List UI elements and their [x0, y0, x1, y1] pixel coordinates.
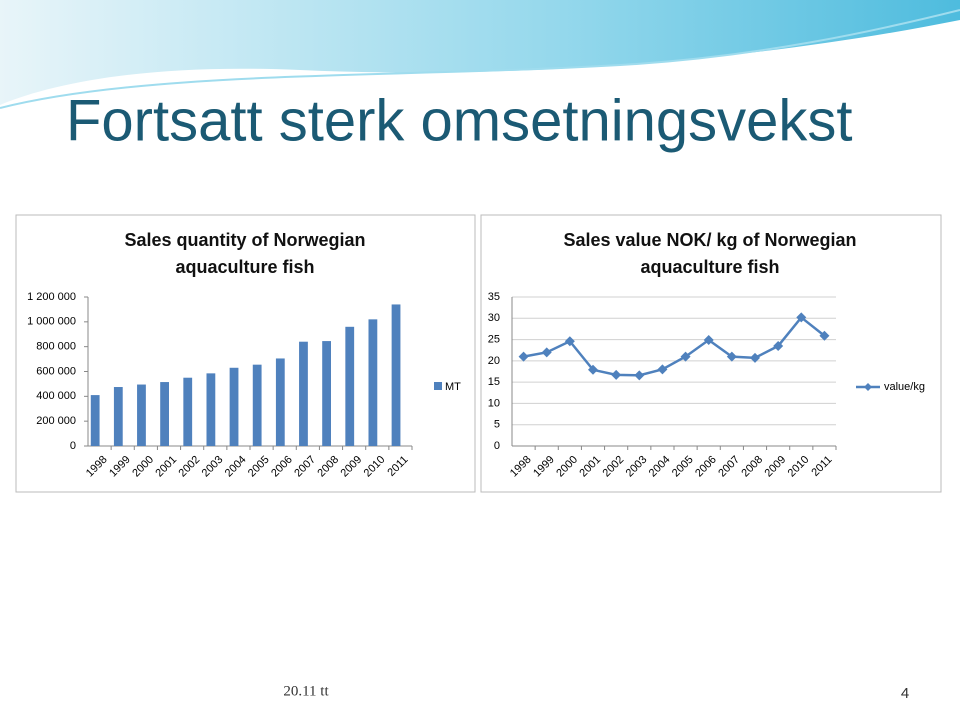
- bar: [113, 387, 123, 446]
- legend-label: MT: [445, 381, 461, 393]
- y-tick-label: 1 000 000: [27, 316, 76, 328]
- bar: [160, 382, 169, 446]
- y-tick-label: 1 200 000: [27, 291, 76, 303]
- bar: [322, 341, 331, 446]
- y-tick-label: 25: [488, 333, 500, 345]
- bar: [90, 395, 100, 446]
- header-wave-line: [0, 9, 960, 109]
- y-tick-label: 0: [70, 440, 76, 452]
- bar: [368, 319, 378, 446]
- marker: [750, 352, 760, 363]
- y-tick-label: 20: [488, 355, 500, 367]
- marker: [703, 334, 714, 345]
- y-tick-label: 400 000: [36, 390, 76, 402]
- bar: [391, 304, 401, 446]
- slide-title: Fortsatt sterk omsetningsvekst: [66, 88, 852, 153]
- y-tick-label: 5: [494, 419, 500, 431]
- legend-marker: [864, 383, 872, 391]
- y-tick-label: 600 000: [36, 365, 76, 377]
- marker: [796, 312, 807, 323]
- bar: [252, 364, 262, 446]
- chart-title: Sales quantity of Norwegian aquaculture f…: [124, 230, 365, 277]
- marker: [518, 351, 529, 362]
- marker: [819, 330, 830, 341]
- y-tick-label: 15: [488, 376, 500, 388]
- marker: [588, 364, 598, 375]
- y-tick-label: 35: [488, 291, 500, 303]
- y-tick-label: 800 000: [36, 341, 76, 353]
- marker: [634, 370, 645, 381]
- marker: [541, 347, 552, 358]
- legend-label: value/kg: [884, 381, 925, 393]
- marker: [773, 340, 784, 351]
- bar: [345, 326, 355, 446]
- line: [523, 315, 826, 377]
- footer: 20.11 tt: [283, 683, 329, 699]
- y-tick-label: 10: [488, 397, 500, 409]
- chart-title: Sales value NOK/ kg of Norwegian aquacult…: [563, 230, 856, 277]
- page-number: 4: [901, 685, 909, 702]
- bar: [229, 367, 239, 446]
- marker: [611, 369, 622, 380]
- legend-swatch: [434, 382, 442, 390]
- bar: [206, 373, 216, 446]
- bar: [299, 341, 308, 446]
- bar: [275, 358, 285, 446]
- header-wave: [0, 0, 960, 105]
- marker: [657, 364, 668, 375]
- marker: [726, 351, 737, 362]
- marker: [564, 336, 575, 347]
- bar: [137, 384, 146, 446]
- y-tick-label: 0: [494, 440, 500, 452]
- y-tick-label: 200 000: [36, 415, 76, 427]
- marker: [680, 351, 691, 362]
- bar: [183, 377, 193, 446]
- y-tick-label: 30: [488, 312, 500, 324]
